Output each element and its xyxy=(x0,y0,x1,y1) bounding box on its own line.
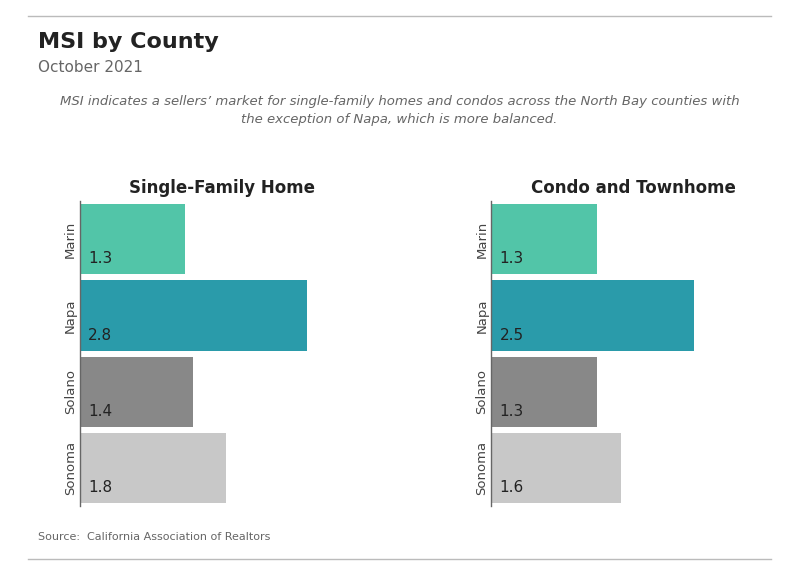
Text: MSI by County: MSI by County xyxy=(38,32,219,52)
Text: 1.4: 1.4 xyxy=(88,404,112,419)
Bar xyxy=(80,204,185,274)
Bar xyxy=(491,204,597,274)
Bar xyxy=(80,356,193,427)
Text: 1.3: 1.3 xyxy=(499,251,523,266)
Text: 1.3: 1.3 xyxy=(88,251,112,266)
Title: Single-Family Home: Single-Family Home xyxy=(129,179,315,197)
Bar xyxy=(491,433,621,503)
Text: 2.8: 2.8 xyxy=(88,328,112,343)
Bar xyxy=(80,433,226,503)
Bar xyxy=(491,356,597,427)
Text: MSI indicates a sellers’ market for single-family homes and condos across the No: MSI indicates a sellers’ market for sing… xyxy=(60,95,739,126)
Text: 1.6: 1.6 xyxy=(499,480,523,495)
Bar xyxy=(491,281,694,351)
Text: Source:  California Association of Realtors: Source: California Association of Realto… xyxy=(38,532,271,542)
Text: October 2021: October 2021 xyxy=(38,60,143,75)
Bar xyxy=(80,281,307,351)
Text: 1.8: 1.8 xyxy=(88,480,112,495)
Text: 2.5: 2.5 xyxy=(499,328,523,343)
Text: 1.3: 1.3 xyxy=(499,404,523,419)
Title: Condo and Townhome: Condo and Townhome xyxy=(531,179,736,197)
